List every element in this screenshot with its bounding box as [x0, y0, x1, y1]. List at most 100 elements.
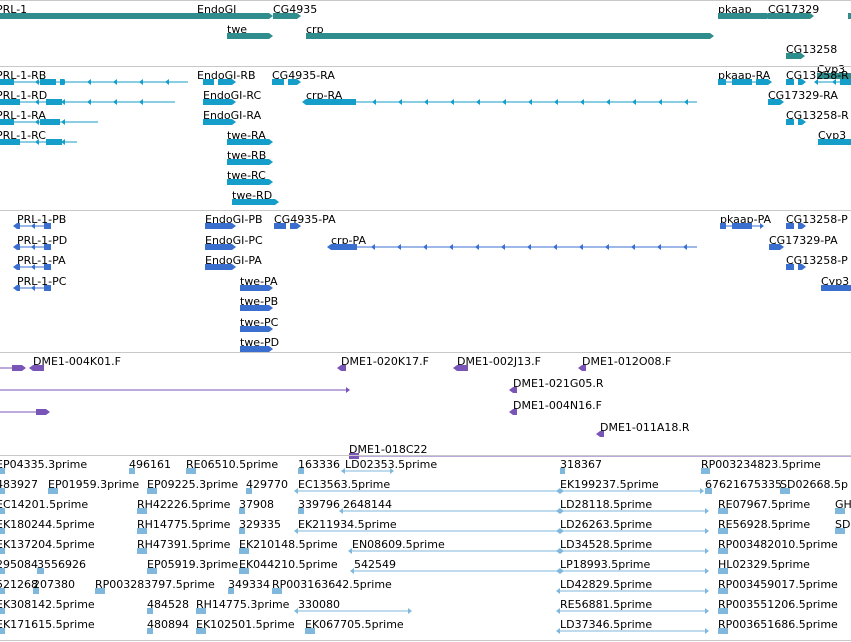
transcripts-feature-glyph[interactable]: [0, 76, 851, 88]
ests-feature[interactable]: SD02668.5p: [0, 477, 851, 497]
ests-feature-glyph[interactable]: [0, 485, 851, 497]
genes-feature-glyph[interactable]: [0, 30, 851, 42]
transcripts-feature-glyph[interactable]: [0, 76, 851, 88]
ests-feature-glyph[interactable]: [0, 585, 851, 597]
ests-feature-glyph[interactable]: [0, 465, 851, 477]
clones-feature-glyph[interactable]: [0, 406, 851, 418]
ests-feature-glyph[interactable]: [0, 605, 851, 617]
ests-feature[interactable]: RP003551206.5prime: [0, 597, 851, 617]
transcripts-feature[interactable]: CG13258-R: [0, 108, 851, 128]
ests-feature-glyph[interactable]: [0, 565, 851, 577]
ests-feature-glyph[interactable]: [0, 525, 851, 537]
transcripts-feature-glyph[interactable]: [0, 116, 851, 128]
ests-feature-glyph[interactable]: [0, 505, 851, 517]
proteins-feature-glyph[interactable]: [0, 241, 851, 253]
ests-feature-glyph[interactable]: [0, 465, 851, 477]
clones-feature-glyph[interactable]: [0, 362, 851, 374]
ests-feature-glyph[interactable]: [0, 585, 851, 597]
transcripts-feature[interactable]: twe-RD: [0, 188, 851, 208]
transcripts-feature-glyph[interactable]: [0, 116, 851, 128]
clones-feature-glyph[interactable]: [0, 450, 851, 462]
genes-feature[interactable]: [0, 2, 851, 22]
ests-feature-glyph[interactable]: [0, 605, 851, 617]
proteins-feature[interactable]: CG17329-PA: [0, 233, 851, 254]
clones-feature[interactable]: DME1-018C22: [0, 442, 851, 464]
proteins-feature-glyph[interactable]: [0, 241, 851, 253]
ests-feature-glyph[interactable]: [0, 605, 851, 617]
ests-feature-glyph[interactable]: [0, 625, 851, 637]
proteins-feature-glyph[interactable]: [0, 220, 851, 232]
ests-feature-glyph[interactable]: [0, 585, 851, 597]
ests-feature-glyph[interactable]: [0, 545, 851, 557]
ests-feature-glyph[interactable]: [0, 625, 851, 637]
ests-feature-glyph[interactable]: [0, 465, 851, 477]
ests-feature-glyph[interactable]: [0, 525, 851, 537]
transcripts-feature[interactable]: [0, 68, 851, 88]
clones-feature-glyph[interactable]: [0, 362, 851, 374]
ests-feature-glyph[interactable]: [0, 585, 851, 597]
proteins-feature-glyph[interactable]: [0, 220, 851, 232]
proteins-feature-glyph[interactable]: [0, 241, 851, 253]
ests-feature-glyph[interactable]: [0, 605, 851, 617]
proteins-feature-glyph[interactable]: [0, 220, 851, 232]
ests-feature-glyph[interactable]: [0, 565, 851, 577]
clones-feature-glyph[interactable]: [0, 362, 851, 374]
proteins-feature-glyph[interactable]: [0, 343, 851, 355]
proteins-feature-glyph[interactable]: [0, 282, 851, 294]
ests-feature-glyph[interactable]: [0, 505, 851, 517]
ests-feature-glyph[interactable]: [0, 505, 851, 517]
transcripts-feature[interactable]: twe-RB: [0, 148, 851, 168]
ests-feature-glyph[interactable]: [0, 625, 851, 637]
transcripts-feature-glyph[interactable]: [0, 96, 851, 108]
ests-feature-glyph[interactable]: [0, 465, 851, 477]
ests-feature-glyph[interactable]: [0, 585, 851, 597]
transcripts-feature-glyph[interactable]: [0, 96, 851, 108]
transcripts-feature-glyph[interactable]: [0, 116, 851, 128]
clones-feature-glyph[interactable]: [0, 384, 851, 396]
clones-feature[interactable]: [0, 376, 851, 398]
ests-feature-glyph[interactable]: [0, 505, 851, 517]
clones-feature-glyph[interactable]: [0, 428, 851, 440]
ests-feature-glyph[interactable]: [0, 485, 851, 497]
ests-feature-glyph[interactable]: [0, 505, 851, 517]
ests-feature[interactable]: RP003651686.5prime: [0, 617, 851, 637]
ests-feature-glyph[interactable]: [0, 565, 851, 577]
transcripts-feature-glyph[interactable]: [0, 176, 851, 188]
ests-feature-glyph[interactable]: [0, 485, 851, 497]
clones-feature[interactable]: DME1-011A18.R: [0, 420, 851, 442]
transcripts-feature-glyph[interactable]: [0, 76, 851, 88]
proteins-feature-glyph[interactable]: [0, 261, 851, 273]
clones-feature[interactable]: DME1-004N16.F: [0, 398, 851, 420]
genes-feature[interactable]: CG13258: [0, 42, 851, 62]
proteins-feature-glyph[interactable]: [0, 241, 851, 253]
proteins-feature-glyph[interactable]: [0, 220, 851, 232]
transcripts-feature-glyph[interactable]: [0, 156, 851, 168]
clones-feature[interactable]: [0, 398, 851, 420]
ests-feature-glyph[interactable]: [0, 585, 851, 597]
genes-feature-glyph[interactable]: [0, 10, 851, 22]
clones-feature-glyph[interactable]: [0, 406, 851, 418]
ests-feature-glyph[interactable]: [0, 545, 851, 557]
proteins-feature-glyph[interactable]: [0, 261, 851, 273]
ests-feature[interactable]: RP003482010.5prime: [0, 537, 851, 557]
ests-feature-glyph[interactable]: [0, 465, 851, 477]
transcripts-feature-glyph[interactable]: [0, 196, 851, 208]
ests-feature[interactable]: RP003459017.5prime: [0, 577, 851, 597]
genes-feature[interactable]: crp: [0, 22, 851, 42]
transcripts-feature-glyph[interactable]: [0, 76, 851, 88]
ests-feature-glyph[interactable]: [0, 525, 851, 537]
proteins-feature-glyph[interactable]: [0, 261, 851, 273]
ests-feature-glyph[interactable]: [0, 585, 851, 597]
ests-feature-glyph[interactable]: [0, 605, 851, 617]
proteins-feature-glyph[interactable]: [0, 302, 851, 314]
ests-feature-glyph[interactable]: [0, 485, 851, 497]
transcripts-feature-glyph[interactable]: [0, 136, 851, 148]
transcripts-feature-glyph[interactable]: [0, 96, 851, 108]
proteins-feature[interactable]: CG13258-P: [0, 212, 851, 233]
genes-feature-glyph[interactable]: [0, 10, 851, 22]
transcripts-feature-glyph[interactable]: [0, 76, 851, 88]
transcripts-feature[interactable]: Cyp3: [0, 128, 851, 148]
ests-feature-glyph[interactable]: [0, 545, 851, 557]
proteins-feature[interactable]: CG13258-P: [0, 253, 851, 274]
ests-feature-glyph[interactable]: [0, 485, 851, 497]
